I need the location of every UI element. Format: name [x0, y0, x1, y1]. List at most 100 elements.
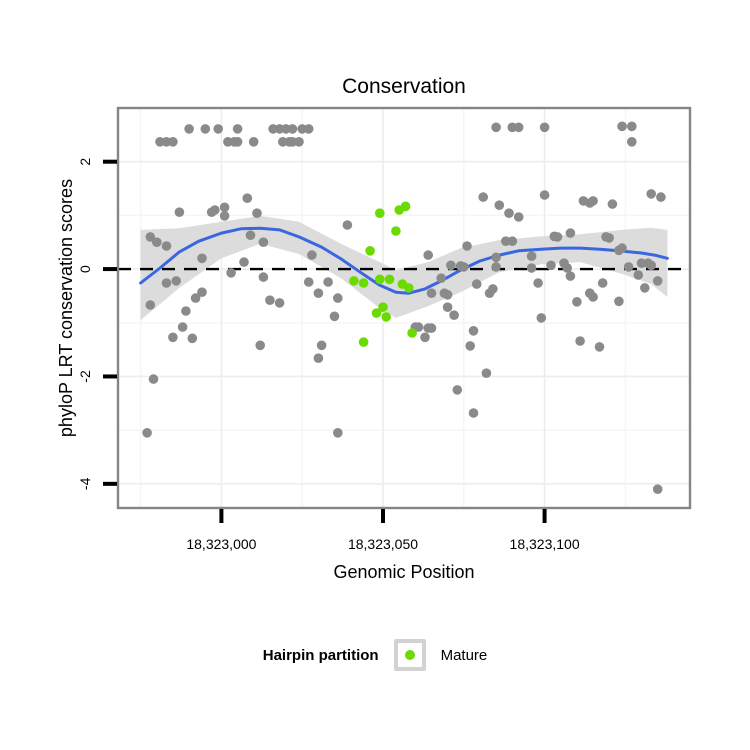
- gray-point: [145, 300, 156, 310]
- gray-point: [588, 292, 598, 302]
- mature-point: [375, 274, 385, 285]
- legend-key-box: [393, 639, 426, 671]
- gray-point: [307, 250, 317, 260]
- gray-point: [174, 207, 185, 217]
- mature-point: [365, 246, 375, 256]
- gray-point: [181, 306, 191, 316]
- gray-point: [171, 276, 181, 286]
- smooth-trend-line: [139, 226, 669, 295]
- gray-point: [565, 228, 576, 238]
- gray-point: [539, 122, 550, 133]
- panel-border: [116, 106, 692, 510]
- gray-point: [471, 279, 482, 289]
- gray-point: [274, 298, 285, 308]
- gray-point: [494, 200, 505, 210]
- gray-point: [168, 332, 178, 343]
- gray-point: [652, 276, 663, 286]
- gray-point: [623, 262, 634, 272]
- gray-point: [627, 121, 637, 132]
- gray-point: [294, 137, 304, 147]
- gray-point: [565, 271, 576, 281]
- gray-point: [449, 310, 459, 321]
- legend-item-label: Mature: [440, 646, 488, 664]
- gray-point: [190, 293, 201, 303]
- gray-point: [197, 253, 207, 264]
- gray-point: [468, 326, 479, 336]
- scatter-points: [142, 121, 666, 495]
- gray-point: [652, 484, 663, 495]
- gray-point: [526, 263, 537, 273]
- gray-point: [442, 302, 453, 313]
- gray-point: [184, 124, 194, 134]
- gray-point: [313, 353, 324, 364]
- gray-point: [614, 245, 624, 256]
- gray-point: [617, 121, 627, 132]
- gray-point: [187, 333, 198, 344]
- mature-point: [381, 312, 392, 322]
- gray-point: [333, 293, 343, 303]
- gray-point: [265, 295, 275, 306]
- gray-point: [439, 288, 450, 299]
- plot-svg: 18,323,000 18,323,050 18,323,100 2 0 -2 -4 Con…: [56, 75, 692, 582]
- gray-point: [148, 374, 159, 384]
- gray-point: [210, 205, 220, 215]
- mature-point: [384, 274, 395, 285]
- gray-point: [161, 278, 172, 288]
- gray-point: [303, 124, 314, 134]
- gray-point: [459, 262, 469, 272]
- gray-point: [536, 313, 547, 323]
- chart-title: Conservation: [342, 75, 466, 98]
- gray-point: [413, 322, 424, 332]
- gray-point: [436, 273, 447, 284]
- x-tick-label: 18,323,000: [186, 536, 256, 552]
- gray-point: [468, 408, 479, 418]
- gray-point: [219, 202, 230, 213]
- gray-point: [513, 212, 524, 222]
- gray-point: [562, 263, 572, 273]
- gray-point: [423, 323, 434, 333]
- gray-point: [239, 257, 249, 267]
- gray-point: [426, 288, 437, 299]
- gray-point: [329, 311, 340, 322]
- gray-point: [423, 250, 434, 260]
- x-tick-label: 18,323,050: [348, 536, 418, 552]
- gray-point: [446, 260, 456, 271]
- mature-point: [378, 302, 388, 313]
- gray-point: [226, 268, 236, 278]
- mature-point: [407, 328, 417, 338]
- gray-point: [168, 137, 178, 147]
- gray-point: [213, 124, 223, 134]
- gray-point: [546, 260, 556, 271]
- gray-point: [316, 340, 327, 351]
- gray-point: [526, 251, 537, 261]
- axis-ticks: 18,323,000 18,323,050 18,323,100 2 0 -2 -4: [77, 158, 580, 552]
- mature-point: [358, 337, 369, 347]
- gray-point: [333, 428, 343, 438]
- gray-point: [232, 124, 243, 134]
- gray-point: [303, 277, 314, 287]
- gray-point: [491, 252, 501, 263]
- gray-point: [219, 211, 230, 221]
- gray-point: [462, 241, 472, 251]
- gray-point: [252, 208, 262, 218]
- legend: Hairpin partition Mature: [0, 639, 750, 671]
- gray-point: [200, 124, 211, 134]
- y-tick-label: -2: [77, 370, 93, 383]
- gray-point: [552, 232, 563, 242]
- y-tick-label: 2: [77, 158, 93, 166]
- gray-point: [145, 232, 156, 242]
- gray-point: [491, 122, 501, 133]
- mature-point: [375, 208, 385, 218]
- gray-point: [248, 137, 259, 147]
- gray-point: [597, 278, 608, 288]
- gray-point: [656, 192, 666, 202]
- gray-point: [504, 208, 514, 218]
- gray-point: [242, 193, 253, 203]
- confidence-band-area: [140, 215, 668, 321]
- mature-point-icon: [404, 650, 415, 660]
- x-tick-label: 18,323,100: [510, 536, 580, 552]
- y-axis-title: phyloP LRT conservation scores: [56, 179, 76, 437]
- gray-point: [646, 260, 656, 271]
- gray-point: [539, 190, 550, 200]
